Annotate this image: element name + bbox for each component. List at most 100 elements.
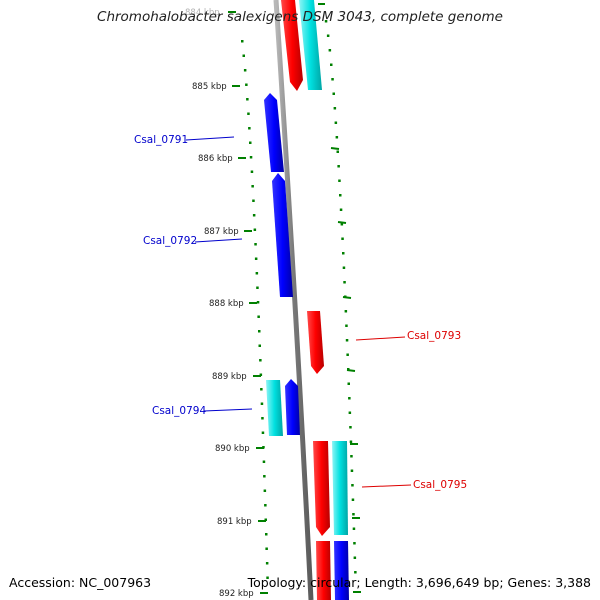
ring-dot — [353, 542, 356, 545]
ring-dot — [263, 489, 267, 492]
gene-arrow-csal-0792 — [272, 173, 293, 297]
ring-dot — [352, 513, 355, 516]
inner-tick-ring — [241, 40, 269, 579]
ring-dot — [265, 562, 269, 565]
ring-dot — [260, 402, 264, 405]
leader-line-csal-0793 — [355, 336, 406, 341]
ring-dot — [243, 69, 247, 72]
tick-label-884: 884 kbp — [185, 8, 220, 18]
feature-block — [266, 380, 283, 436]
ring-dot — [247, 112, 250, 115]
feature-block — [332, 441, 348, 535]
ring-dot — [248, 127, 251, 130]
ring-dot — [345, 324, 348, 327]
accession-text: Accession: NC_007963 — [9, 575, 152, 590]
leader-line-csal-0791 — [185, 136, 235, 141]
ring-dot — [353, 556, 357, 559]
ring-dot — [245, 83, 248, 86]
forward-strand-features — [281, 0, 348, 600]
ring-dot — [343, 281, 346, 284]
ring-dot — [261, 431, 265, 434]
ring-dot — [348, 411, 352, 414]
outer-tick-ring — [324, 20, 357, 574]
feature-block — [299, 0, 322, 90]
ring-dot — [336, 150, 339, 153]
ring-dot — [241, 40, 244, 43]
ring-dot — [252, 214, 256, 217]
ring-dot — [354, 571, 357, 574]
ring-dot — [350, 455, 353, 458]
ring-dot — [339, 208, 343, 211]
outer-dash — [342, 296, 352, 299]
ring-dot — [351, 498, 355, 501]
ring-dot — [256, 301, 260, 304]
ring-dot — [332, 92, 335, 95]
ring-dot — [257, 315, 260, 318]
ring-dot — [351, 484, 354, 487]
outer-ring-dashes — [318, 3, 361, 593]
topology-text: Topology: circular; Length: 3,696,649 bp… — [247, 575, 591, 590]
tick-label-889: 889 kbp — [212, 372, 247, 382]
outer-dash — [346, 369, 356, 372]
leader-line-csal-0792 — [194, 238, 243, 243]
gene-arrow-csal-0791 — [264, 93, 284, 172]
tick-label-892: 892 kbp — [219, 589, 254, 599]
ring-dot — [334, 121, 338, 124]
leader-line-csal-0795 — [361, 484, 412, 488]
ring-dot — [266, 576, 269, 579]
tick-label-887: 887 kbp — [204, 227, 239, 237]
ring-dot — [264, 518, 267, 521]
gene-arrow-csal-0794 — [285, 379, 300, 435]
ring-dot — [335, 136, 339, 139]
tick-label-888: 888 kbp — [209, 299, 244, 309]
ring-dot — [331, 78, 334, 81]
gene-arrow-forward — [316, 541, 331, 600]
tick-label-890: 890 kbp — [215, 444, 250, 454]
tick-label-885: 885 kbp — [192, 82, 227, 92]
ring-dot — [347, 382, 350, 385]
ring-dot — [250, 170, 254, 173]
ring-dot — [330, 63, 333, 66]
ring-dot — [352, 527, 356, 530]
ring-dot — [242, 54, 245, 57]
ring-dot — [249, 141, 252, 144]
ring-dot — [342, 252, 345, 255]
label-csal-0793: Csal_0793 — [407, 330, 461, 342]
ring-dot — [256, 286, 259, 289]
label-csal-0795: Csal_0795 — [413, 479, 467, 491]
gene-labels: Csal_0791 Csal_0792 Csal_0793 Csal_0794 … — [134, 134, 467, 491]
ring-dot — [342, 266, 346, 269]
ring-dot — [246, 98, 249, 101]
ring-dot — [265, 533, 268, 536]
leader-line-csal-0794 — [203, 408, 253, 412]
ring-dot — [344, 310, 348, 313]
ring-dot — [349, 426, 352, 429]
tick-label-891: 891 kbp — [217, 517, 252, 527]
label-csal-0792: Csal_0792 — [143, 235, 197, 247]
ring-dot — [258, 344, 261, 347]
gene-arrow-csal-0795 — [313, 441, 330, 536]
ring-dot — [348, 397, 351, 400]
outer-dash — [337, 221, 347, 224]
ring-dot — [259, 373, 263, 376]
ring-dot — [260, 388, 263, 391]
ring-dot — [258, 330, 261, 333]
ring-dot — [346, 353, 349, 356]
ring-dot — [350, 469, 354, 472]
ring-dot — [349, 440, 353, 443]
reverse-strand-features — [264, 93, 349, 600]
ring-dot — [252, 199, 255, 202]
ring-dot — [337, 165, 340, 168]
gene-arrow-reverse — [334, 541, 349, 600]
ring-dot — [261, 417, 264, 420]
tick-label-886: 886 kbp — [198, 154, 233, 164]
ring-dot — [328, 49, 332, 52]
genome-backbone — [273, 0, 314, 600]
label-csal-0794: Csal_0794 — [152, 405, 206, 417]
ring-dot — [265, 547, 268, 550]
ring-dot — [339, 194, 342, 197]
ring-dot — [263, 475, 266, 478]
ring-dot — [254, 257, 258, 260]
ring-dot — [249, 156, 253, 159]
